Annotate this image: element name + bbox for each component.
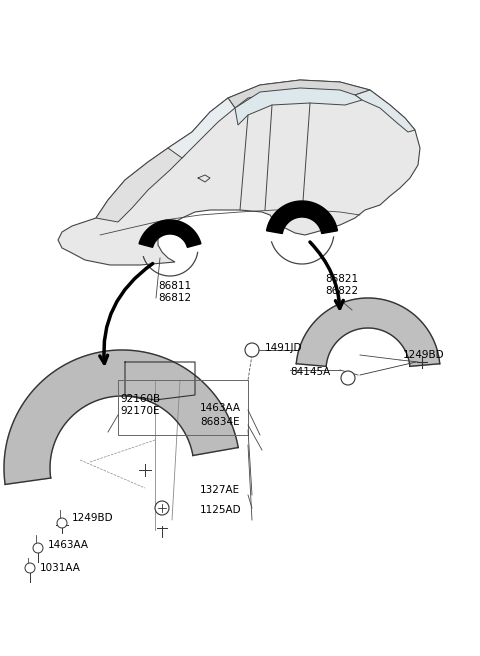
Text: 1125AD: 1125AD [200, 505, 241, 515]
Polygon shape [58, 80, 420, 265]
Polygon shape [4, 350, 238, 484]
Circle shape [25, 563, 35, 573]
Text: 1463AA: 1463AA [200, 403, 241, 413]
Circle shape [155, 501, 169, 515]
Text: 1463AA: 1463AA [48, 540, 89, 550]
Text: 84145A: 84145A [290, 367, 330, 377]
Polygon shape [228, 80, 370, 108]
Text: 86811
86812: 86811 86812 [158, 281, 191, 303]
Polygon shape [355, 90, 415, 132]
Polygon shape [139, 220, 201, 247]
Text: 86821
86822: 86821 86822 [325, 274, 358, 296]
Circle shape [57, 518, 67, 528]
Polygon shape [266, 201, 337, 234]
Text: 92160B
92170E: 92160B 92170E [120, 394, 160, 416]
Circle shape [341, 371, 355, 385]
Circle shape [33, 543, 43, 553]
Text: 1249BD: 1249BD [72, 513, 114, 523]
Text: 86834E: 86834E [200, 417, 240, 427]
Text: 1249BD: 1249BD [403, 350, 444, 360]
Polygon shape [296, 298, 440, 366]
Text: 1327AE: 1327AE [200, 485, 240, 495]
Circle shape [245, 343, 259, 357]
Text: 1491JD: 1491JD [265, 343, 302, 353]
Polygon shape [168, 98, 235, 158]
Text: 1031AA: 1031AA [40, 563, 81, 573]
Polygon shape [235, 88, 362, 125]
Polygon shape [96, 148, 185, 222]
